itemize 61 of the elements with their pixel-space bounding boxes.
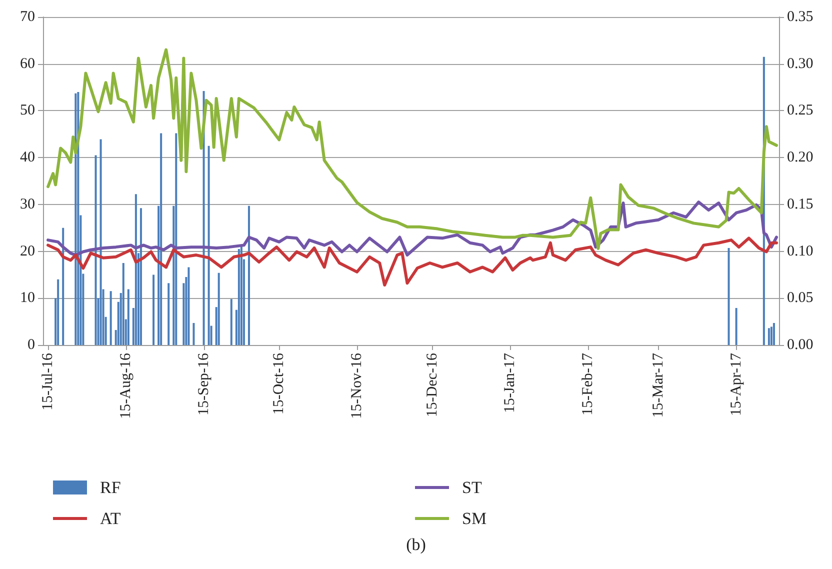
bar (772, 322, 775, 345)
bar (192, 322, 195, 345)
bar (160, 133, 162, 345)
bar (57, 279, 60, 345)
bar (768, 328, 770, 345)
bar (735, 308, 738, 345)
x-tick-label: 15-Dec-16 (424, 352, 440, 418)
bar (110, 291, 112, 345)
y-tick-label: 40 (20, 150, 35, 166)
bar (218, 272, 220, 345)
bar (94, 155, 97, 345)
bar (122, 263, 124, 345)
y2-tick-label: 0.20 (787, 150, 814, 166)
y2-tick-label: 0.15 (787, 196, 814, 212)
x-tick-label: 15-Feb-17 (580, 352, 596, 416)
y-tick-label: 60 (20, 56, 35, 72)
legend-label: AT (100, 509, 122, 528)
line-series (46, 48, 778, 250)
x-tick-label: 15-Sep-16 (196, 352, 212, 416)
line-series (46, 236, 778, 287)
y2-tick-label: 0.10 (787, 243, 814, 260)
bar (140, 208, 142, 345)
bar (208, 146, 210, 345)
legend-label: SM (462, 509, 487, 528)
legend-label: RF (100, 478, 121, 497)
bar (240, 246, 242, 345)
y-tick-label: 70 (20, 9, 35, 25)
bar (100, 139, 102, 345)
y-tick-label: 50 (20, 102, 35, 119)
bar (770, 326, 772, 345)
bar (168, 283, 170, 345)
x-tick-label: 15-Oct-16 (271, 352, 288, 415)
line-series (46, 200, 778, 257)
legend-label: ST (462, 478, 482, 497)
bar (152, 274, 155, 345)
x-tick-label: 15-Nov-16 (348, 352, 365, 419)
y2-tick-label: 0.35 (787, 9, 814, 25)
y-tick-label: 0 (28, 337, 35, 353)
x-tick-label: 15-Apr-17 (728, 352, 744, 416)
bar (62, 228, 64, 345)
y2-tick-label: 0.25 (787, 102, 814, 119)
x-tick-label: 15-Jul-16 (40, 352, 56, 410)
bar (230, 299, 232, 345)
bar (248, 206, 250, 345)
bar (238, 248, 240, 345)
x-tick-label: 15-Mar-17 (650, 352, 666, 418)
y-tick-label: 30 (20, 196, 35, 212)
y2-tick-label: 0.05 (787, 290, 814, 306)
y-tick-label: 10 (20, 290, 35, 306)
text: (b) (406, 535, 426, 554)
bar (134, 194, 137, 345)
x-tick-label: 15-Aug-16 (118, 352, 134, 419)
bar (127, 289, 130, 345)
y2-tick-label: 0.00 (787, 337, 814, 353)
bar (74, 93, 77, 345)
y2-tick-label: 0.30 (787, 56, 814, 72)
x-tick-label: 15-Jan-17 (502, 352, 518, 413)
bar (188, 267, 190, 345)
bar (728, 248, 730, 345)
bar (175, 133, 178, 345)
y-tick-label: 20 (20, 243, 35, 260)
